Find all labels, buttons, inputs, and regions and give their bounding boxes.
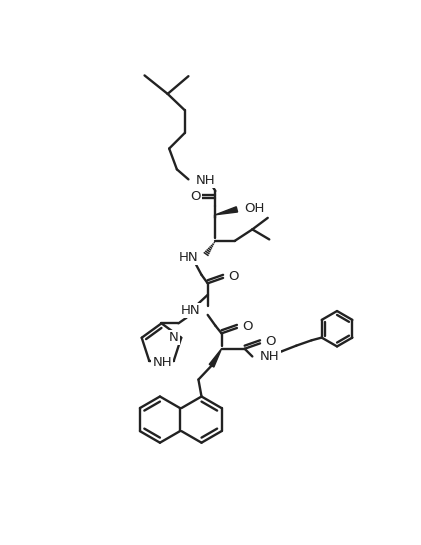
Polygon shape [209, 349, 221, 367]
Text: NH: NH [152, 356, 172, 369]
Polygon shape [216, 207, 237, 215]
Text: NH: NH [260, 350, 280, 363]
Text: O: O [190, 190, 201, 203]
Text: OH: OH [245, 202, 265, 215]
Text: O: O [242, 320, 253, 333]
Text: N: N [169, 331, 179, 344]
Text: O: O [229, 270, 239, 283]
Text: NH: NH [196, 174, 216, 186]
Text: O: O [265, 335, 276, 348]
Text: HN: HN [180, 304, 200, 317]
Text: HN: HN [179, 251, 198, 264]
